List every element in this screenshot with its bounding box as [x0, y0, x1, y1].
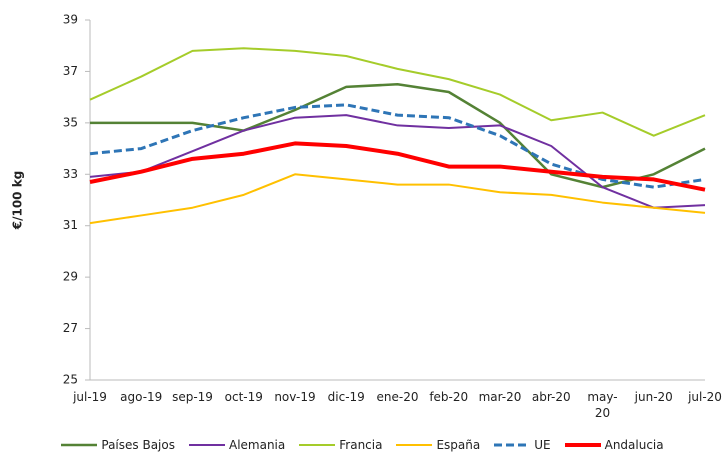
x-tick-label: mar-20	[478, 390, 522, 404]
legend-swatch	[494, 443, 531, 447]
series-line	[89, 141, 706, 192]
legend-item: Países Bajos	[59, 438, 175, 452]
legend-item: Andalucia	[563, 438, 664, 452]
plot: €/100 kg 25 27 29 31 33 35 37 39	[11, 13, 706, 387]
legend-label: España	[436, 438, 481, 452]
legend-item: Alemania	[187, 438, 285, 452]
y-tick-label: 39	[63, 13, 78, 27]
legend-item: España	[394, 438, 480, 452]
legend-label: Francia	[339, 438, 383, 452]
x-tick-label: jun-20	[634, 390, 673, 404]
x-tick-label: sep-19	[172, 390, 213, 404]
legend-swatch	[396, 444, 433, 446]
x-tick-label: ago-19	[120, 390, 163, 404]
legend-label: Andalucia	[604, 438, 664, 452]
legend-swatch	[188, 444, 225, 446]
legend-swatch	[61, 443, 98, 447]
legend: Países Bajos Alemania Francia España UE Andal…	[0, 438, 723, 452]
series-line	[89, 47, 706, 137]
y-tick-label: 25	[63, 373, 78, 387]
series-line	[89, 103, 706, 189]
x-tick-label: nov-19	[274, 390, 316, 404]
legend-item: Francia	[297, 438, 382, 452]
y-tick-label: 31	[63, 218, 78, 232]
series-line	[89, 114, 706, 209]
x-tick-label: dic-19	[327, 390, 365, 404]
series-line	[90, 83, 706, 189]
x-tick-label: oct-19	[224, 390, 263, 404]
x-tick-label: feb-20	[429, 390, 469, 404]
y-axis-label: €/100 kg	[11, 171, 25, 231]
y-tick-label: 33	[63, 167, 78, 181]
legend-item: UE	[492, 438, 551, 452]
y-tick-label: 37	[63, 64, 78, 78]
x-tick-label: ene-20	[376, 390, 419, 404]
x-tick-label: jul-19	[73, 390, 107, 404]
x-tick-label: may- 20	[587, 390, 618, 420]
legend-label: Países Bajos	[101, 438, 175, 452]
series-line	[89, 173, 706, 225]
legend-label: UE	[534, 438, 551, 452]
legend-label: Alemania	[228, 438, 286, 452]
y-tick-label: 35	[63, 115, 78, 129]
y-tick-label: 27	[63, 321, 78, 335]
y-tick-label: 29	[63, 270, 78, 284]
x-tick-label: jul-20	[688, 390, 722, 404]
legend-swatch	[299, 444, 336, 446]
x-tick-label: abr-20	[531, 390, 571, 404]
legend-swatch	[564, 443, 601, 447]
